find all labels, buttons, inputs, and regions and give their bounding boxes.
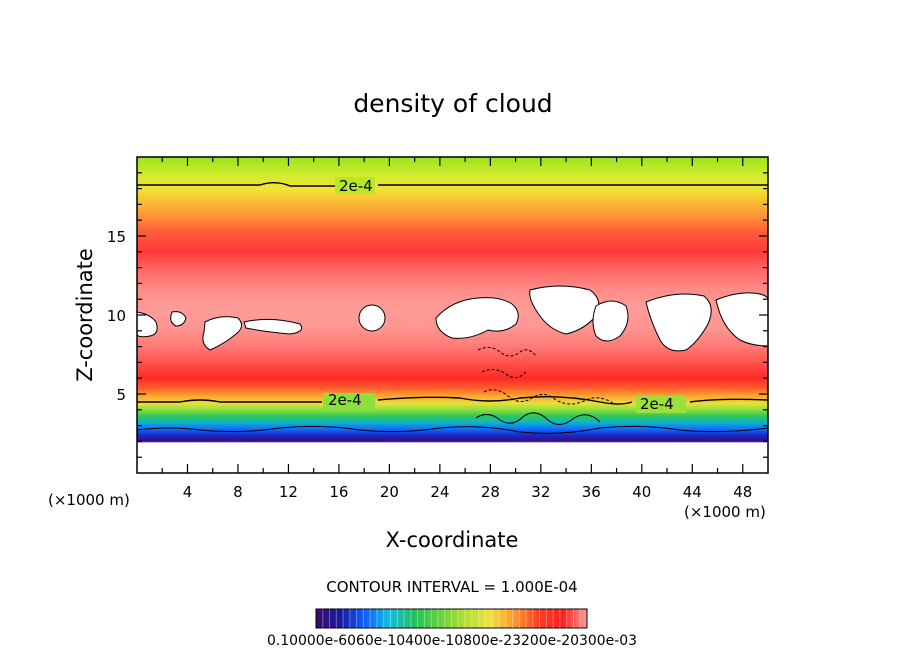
colorbar-tick-labels: 0.10000e-6060e-10400e-10800e-23200e-2030… [267, 633, 637, 649]
x-tick-label: 12 [279, 483, 298, 501]
cloud-free-region [170, 311, 187, 327]
y-tick-label: 15 [107, 228, 126, 246]
y-axis-label: Z-coordinate [73, 248, 97, 382]
chart-title: density of cloud [353, 89, 552, 118]
cloud-free-region [435, 297, 519, 339]
contour-line [137, 182, 768, 187]
x-tick-label: 8 [233, 483, 243, 501]
colorbar: 0.10000e-6060e-10400e-10800e-23200e-2030… [267, 608, 637, 649]
x-tick-label: 44 [683, 483, 702, 501]
contour-line [137, 425, 768, 434]
x-unit-right: (×1000 m) [684, 503, 766, 521]
contour-interval-note: CONTOUR INTERVAL = 1.000E-04 [326, 578, 577, 596]
cloud-free-region [645, 293, 712, 352]
contour-label-bg [323, 393, 375, 410]
contour-label: 2e-4 [328, 391, 362, 409]
x-axis-label: X-coordinate [386, 528, 519, 552]
y-tick-label: 10 [107, 307, 126, 325]
y-tick-label: 5 [116, 386, 126, 404]
axis-ticks [137, 157, 768, 473]
contour-label: 2e-4 [640, 395, 674, 413]
cloud-base-edge [137, 443, 768, 473]
x-tick-label: 16 [329, 483, 348, 501]
contour-line [475, 412, 601, 425]
cloud-free-region [202, 316, 242, 351]
x-tick-label: 4 [183, 483, 193, 501]
x-tick-label: 32 [531, 483, 550, 501]
plot-area [137, 157, 768, 473]
y-tick-labels: 5 10 15 [107, 228, 126, 404]
x-tick-label: 20 [380, 483, 399, 501]
colorbar-fill [315, 608, 588, 629]
colorbar-divisions [322, 609, 581, 628]
contour-label-bg [636, 396, 686, 413]
x-tick-label: 28 [481, 483, 500, 501]
cloud-free-region [243, 318, 303, 335]
contour-label-bg [335, 177, 375, 194]
cloud-free-region [715, 292, 768, 347]
x-tick-label: 40 [632, 483, 651, 501]
x-tick-label: 24 [430, 483, 449, 501]
cloud-free-region [592, 300, 629, 342]
x-tick-label: 36 [582, 483, 601, 501]
cloud-free-region [137, 311, 158, 338]
cloud-free-region [529, 285, 600, 335]
contour-line [477, 346, 615, 405]
cloud-free-region [358, 304, 386, 332]
x-unit-left: (×1000 m) [48, 491, 130, 509]
contour-line [137, 395, 768, 405]
contour-label: 2e-4 [339, 177, 373, 195]
x-tick-labels: 4 8 12 16 20 24 28 32 36 40 44 48 [183, 483, 753, 501]
x-tick-label: 48 [733, 483, 752, 501]
